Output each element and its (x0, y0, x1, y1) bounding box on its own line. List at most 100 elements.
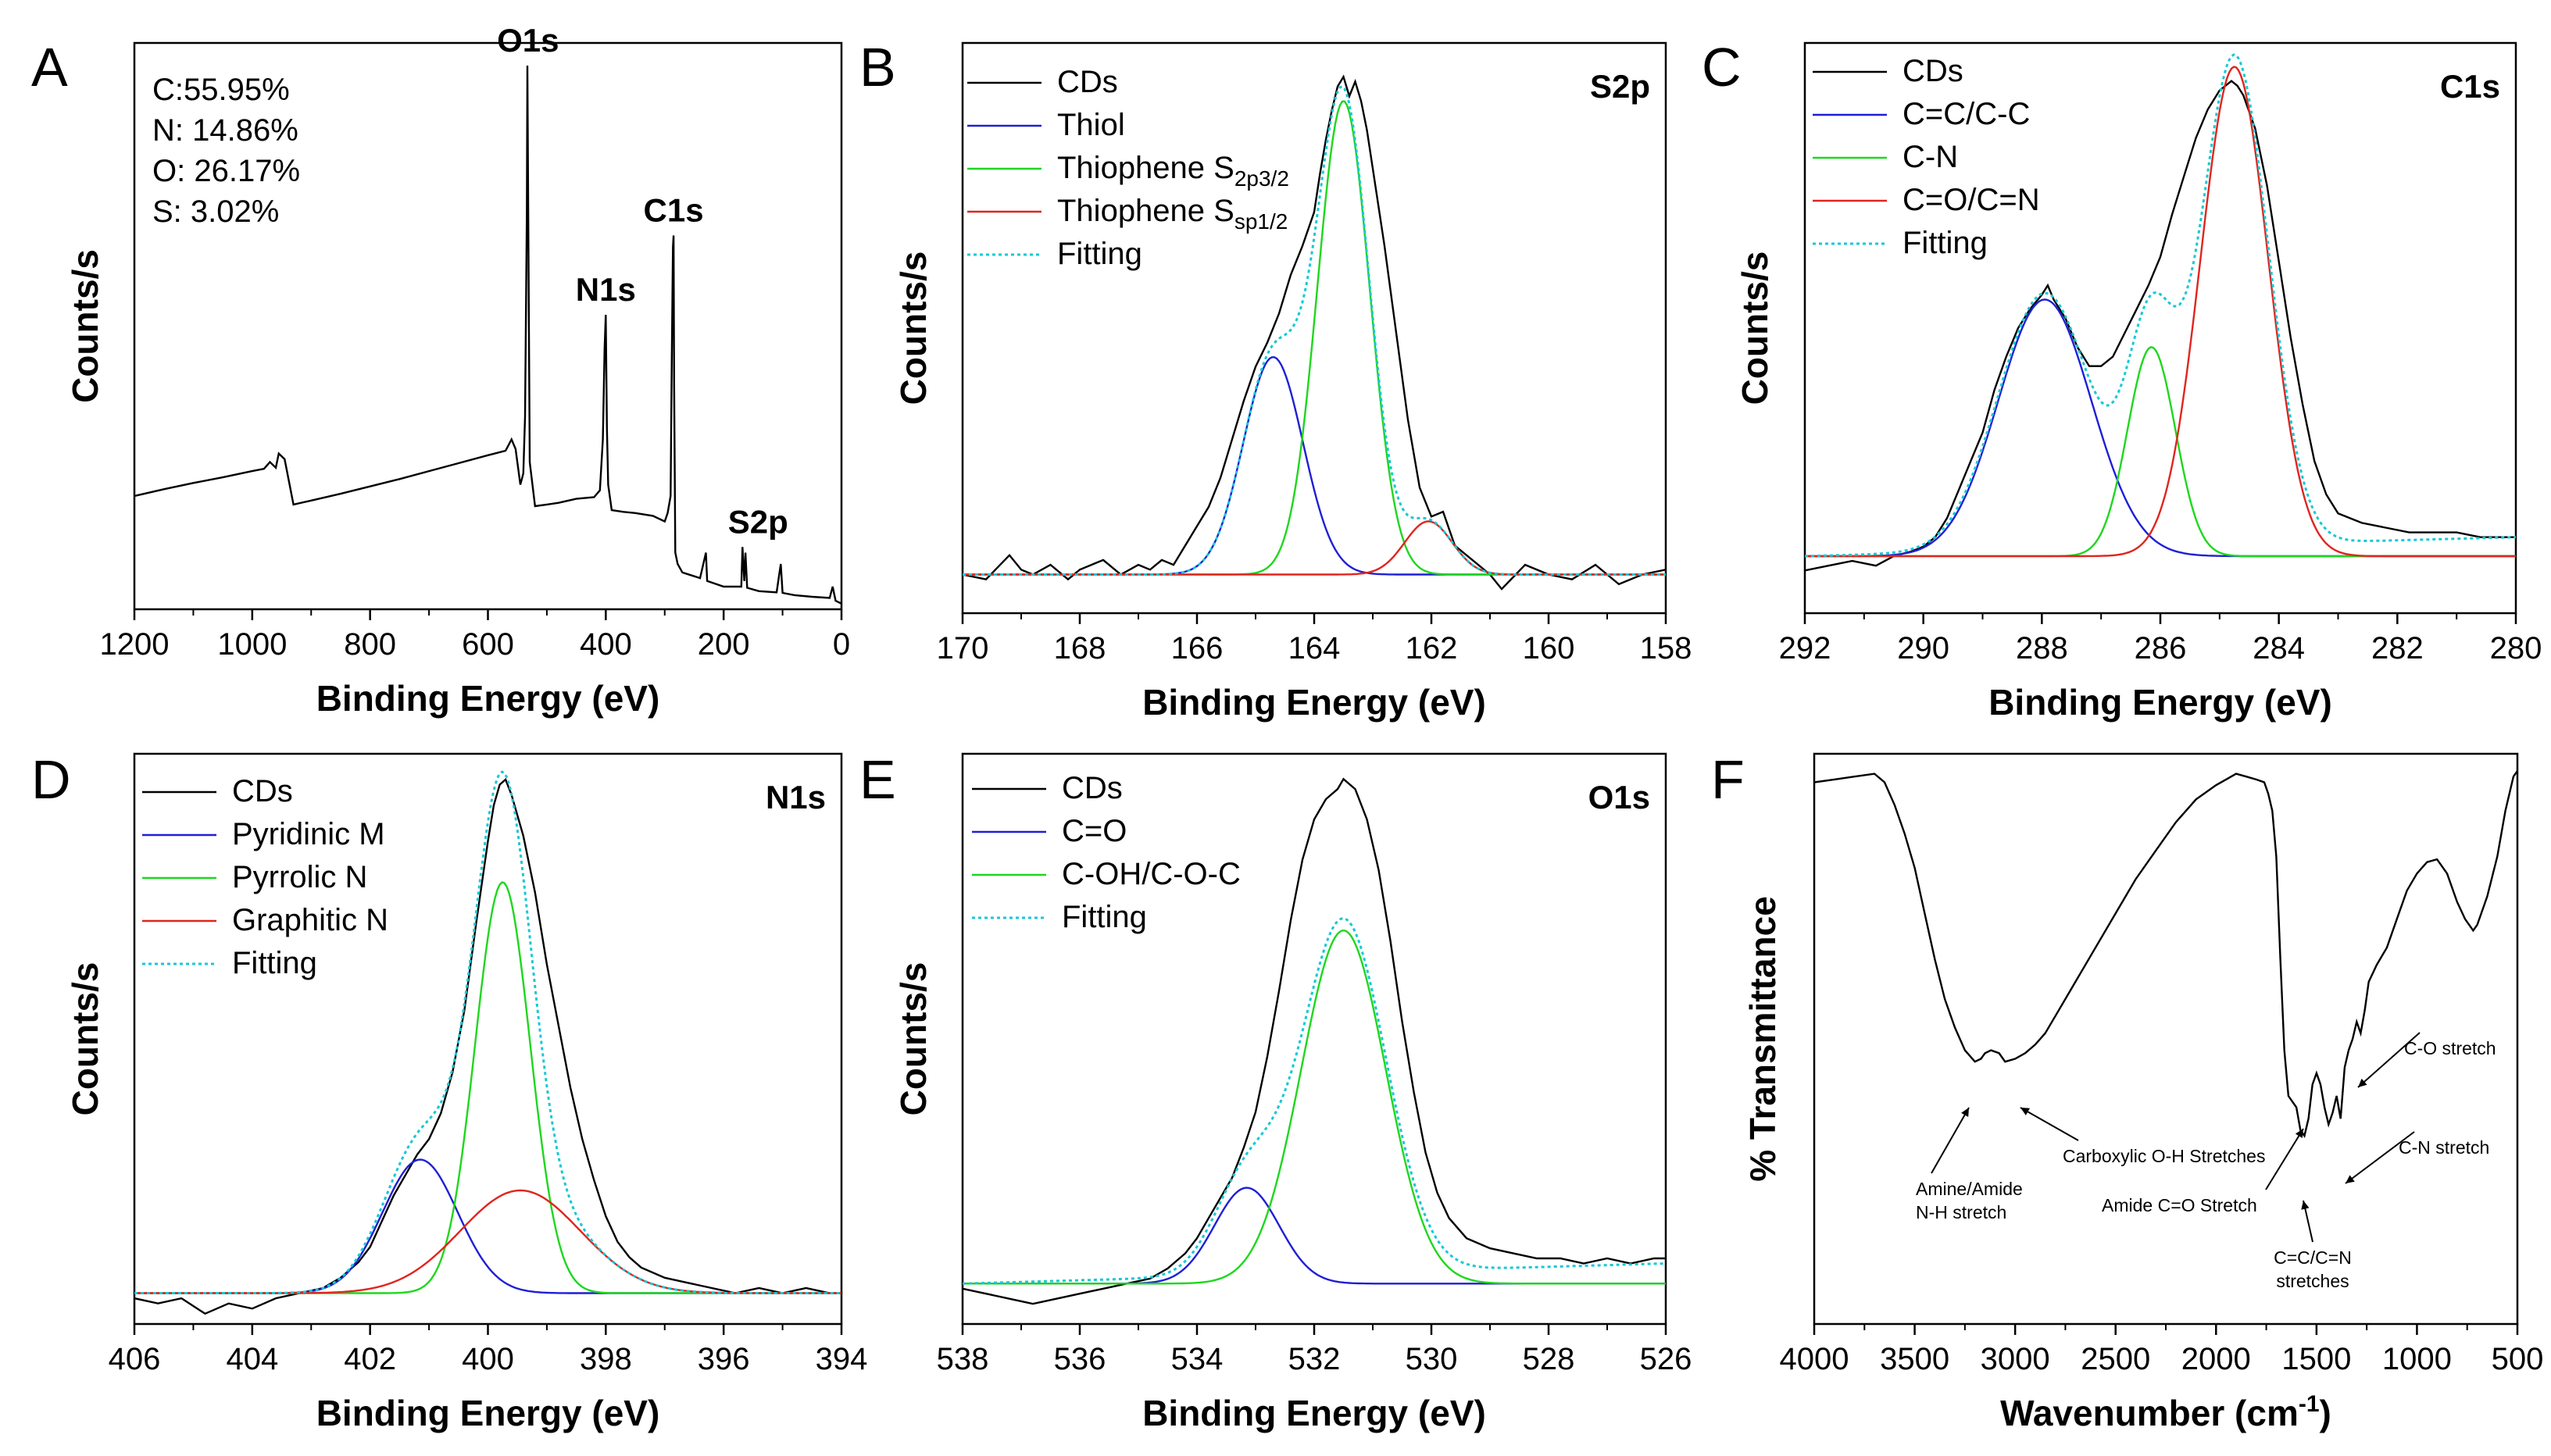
panel-f: 4000 3500 3000 2500 2000 1500 1000 500 Wavenumbe… (1711, 749, 2543, 1433)
peak-label: N1s (576, 271, 636, 308)
series-c-oh-c-o-c (963, 930, 1666, 1285)
series-ftir (1814, 770, 2517, 1138)
x-axis-label: Binding Energy (eV) (1142, 682, 1486, 723)
annotation-arrowhead (1961, 1108, 1969, 1117)
legend-entry: Thiophene S2p3/2 (1057, 151, 1289, 191)
panel-letter: B (859, 37, 896, 98)
series-fitting (1805, 53, 2516, 558)
panel-title: S2p (1590, 68, 1650, 105)
series-cds (963, 74, 1666, 591)
x-tick-label: 1000 (217, 627, 287, 662)
x-tick-label: 400 (462, 1342, 514, 1376)
x-tick-label: 166 (1171, 631, 1224, 666)
x-tick-label: 2500 (2081, 1342, 2150, 1376)
y-axis-label: Counts/s (893, 252, 934, 405)
panel-title: O1s (1588, 779, 1650, 815)
x-tick-label: 158 (1640, 631, 1692, 666)
annotation-arrowhead (2358, 1078, 2367, 1087)
series-pyridinic-m (134, 1158, 841, 1294)
panel-title: C1s (2440, 68, 2500, 105)
legend-entry: Graphitic N (232, 903, 388, 937)
annotation-arrowhead (2346, 1175, 2355, 1183)
legend-entry: Thiol (1057, 108, 1125, 142)
plot-area (134, 65, 841, 605)
x-tick-label: 528 (1523, 1342, 1575, 1376)
series-survey (134, 65, 841, 605)
annotation-text: Amine/Amide (1916, 1179, 2023, 1199)
annotation: Amine/Amide N-H stretch (1916, 1107, 2023, 1222)
x-tick-label: 526 (1640, 1342, 1692, 1376)
legend-entry: C=O/C=N (1903, 183, 2040, 217)
x-tick-label: 292 (1779, 631, 1831, 666)
series-cds (1805, 80, 2516, 572)
legend-entry: CDs (1062, 771, 1123, 805)
legend: CDs C=O C-OH/C-O-C Fitting (972, 771, 1241, 934)
y-axis-label: Counts/s (1735, 252, 1775, 405)
plot-area (134, 770, 841, 1315)
annotation-arrowhead (2295, 1129, 2303, 1138)
y-axis-label: Counts/s (65, 249, 105, 403)
panel-e: 538 536 534 532 530 528 526 Binding Energy (eV)… (859, 749, 1692, 1433)
panel-letter: D (31, 749, 71, 810)
composition-line: N: 14.86% (152, 113, 298, 148)
annotation-arrowhead (2301, 1201, 2310, 1210)
legend-entry: Fitting (1062, 900, 1147, 934)
annotation-text: stretches (2276, 1271, 2349, 1291)
x-tick-label: 170 (937, 631, 989, 666)
x-axis-label: Binding Energy (eV) (316, 678, 660, 719)
annotation-arrowhead (2020, 1108, 2030, 1115)
x-tick-label: 3000 (1981, 1342, 2050, 1376)
panel-letter: A (31, 37, 68, 98)
annotation-arrow (2345, 1131, 2415, 1184)
annotation-text: N-H stretch (1916, 1202, 2006, 1222)
x-tick-label: 394 (816, 1342, 868, 1376)
annotation-arrow (2357, 1032, 2421, 1088)
x-axis-label: Binding Energy (eV) (316, 1393, 660, 1433)
x-tick-label: 402 (344, 1342, 396, 1376)
legend-entry: CDs (1057, 65, 1118, 99)
x-tick-label: 286 (2135, 631, 2187, 666)
x-axis-label: Binding Energy (eV) (1142, 1393, 1486, 1433)
panel-c: 292 290 288 286 284 282 280 Binding Energy (eV)… (1702, 37, 2542, 723)
panel-b: 170 168 166 164 162 160 158 Binding Energy (eV)… (859, 37, 1692, 723)
annotation-text: Amide C=O Stretch (2102, 1195, 2257, 1215)
legend-entry: Pyridinic M (232, 817, 385, 851)
legend-entry: C=C/C-C (1903, 97, 2030, 131)
annotation: Carboxylic O-H Stretches (2020, 1107, 2265, 1166)
series-c-o-c-n (1805, 66, 2516, 558)
plot-area (1805, 53, 2516, 572)
x-tick-label: 284 (2253, 631, 2305, 666)
annotation-text: C-O stretch (2404, 1038, 2496, 1058)
annotation: Amide C=O Stretch (2102, 1128, 2304, 1215)
legend-entry: Pyrrolic N (232, 860, 367, 894)
annotation-arrow (1931, 1107, 1970, 1174)
x-tick-label: 280 (2490, 631, 2542, 666)
x-tick-label: 532 (1288, 1342, 1341, 1376)
series-c-c-c-c (1805, 298, 2516, 558)
x-axis-label: Wavenumber (cm-1) (2000, 1391, 2331, 1433)
series-fitting (963, 917, 1666, 1285)
x-tick-label: 398 (580, 1342, 632, 1376)
x-tick-label: 200 (698, 627, 750, 662)
peak-label: C1s (644, 192, 704, 229)
x-tick-label: 538 (937, 1342, 989, 1376)
legend-entry: C-OH/C-O-C (1062, 857, 1241, 891)
annotation: C=C/C=N stretches (2274, 1200, 2352, 1291)
legend-entry: Fitting (1057, 237, 1142, 271)
annotation: C-O stretch (2357, 1032, 2496, 1088)
legend-entry: CDs (232, 774, 293, 808)
x-tick-label: 162 (1406, 631, 1458, 666)
x-tick-label: 1200 (100, 627, 170, 662)
y-axis-label: % Transmittance (1742, 896, 1783, 1182)
series-thiol (963, 356, 1666, 576)
panel-a: 1200 1000 800 600 400 200 0 Binding Energy (eV)… (31, 22, 850, 719)
plot-area (963, 74, 1666, 591)
panel-letter: E (859, 749, 896, 810)
peak-label: S2p (728, 503, 788, 540)
panel-letter: F (1711, 749, 1745, 810)
x-tick-label: 288 (2016, 631, 2068, 666)
peak-label: O1s (497, 22, 559, 59)
legend-entry: C-N (1903, 140, 1958, 174)
series-c-n (1805, 346, 2516, 558)
